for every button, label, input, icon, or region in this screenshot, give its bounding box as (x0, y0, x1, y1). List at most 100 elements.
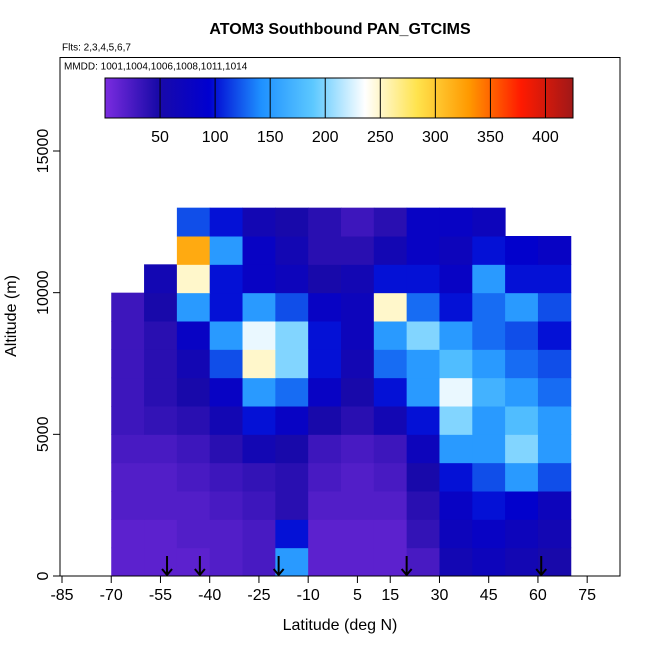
x-tick-label: -85 (50, 587, 73, 604)
heat-cell (308, 519, 342, 549)
heat-cell (111, 491, 145, 520)
heat-cell (275, 491, 309, 520)
subtitle: Flts: 2,3,4,5,6,7 (62, 43, 131, 54)
heat-cell (144, 349, 178, 379)
heat-cell (308, 264, 342, 294)
colorbar-tick-label: 100 (202, 129, 229, 146)
heat-cell (111, 462, 145, 492)
heat-cell (406, 207, 440, 237)
heat-cell (242, 462, 276, 492)
heat-cell (176, 264, 211, 294)
heat-cell (505, 406, 539, 435)
heat-cell (176, 349, 211, 379)
heat-cell (242, 236, 276, 265)
heat-cell (341, 491, 375, 520)
heat-cell (505, 377, 539, 407)
heat-cell (111, 349, 145, 379)
heat-cell (406, 264, 440, 294)
heat-cell (341, 519, 375, 549)
arrow-head (400, 568, 413, 577)
heat-cell (505, 547, 539, 577)
heat-cell (341, 321, 375, 350)
arrow-marker (161, 556, 173, 577)
heat-cell (373, 236, 408, 265)
heat-cell (439, 434, 473, 464)
heat-cell (308, 377, 342, 407)
heat-cell (111, 547, 145, 577)
heat-cell (242, 547, 276, 577)
heat-cell (209, 292, 244, 322)
heat-cell (439, 349, 473, 379)
colorbar-tick-label: 150 (257, 129, 284, 146)
heat-cell (242, 321, 276, 350)
heat-cell (144, 377, 178, 407)
heat-cell (308, 292, 342, 322)
heat-cell (472, 519, 506, 549)
heat-cell (242, 491, 276, 520)
heat-cell (505, 236, 539, 265)
arrow-head (535, 568, 547, 577)
heat-cell (472, 321, 506, 350)
heat-cell (373, 491, 408, 520)
x-tick-label: -55 (149, 587, 172, 604)
heat-cell (209, 377, 244, 407)
heat-cell (406, 321, 440, 350)
y-axis-label: Altitude (m) (3, 275, 20, 357)
heat-cell (406, 349, 440, 379)
heat-cell (176, 434, 211, 464)
heat-cell (176, 519, 211, 549)
heat-cell (537, 292, 572, 322)
heat-cell (111, 406, 145, 435)
heat-cell (472, 491, 506, 520)
heat-cell (373, 547, 408, 577)
heat-cell (308, 406, 342, 435)
arrow-marker (272, 556, 285, 577)
heat-cell (505, 292, 539, 322)
heat-cell (242, 207, 276, 237)
x-tick-label: 45 (480, 587, 498, 604)
heat-cell (373, 292, 408, 322)
heat-cell (373, 406, 408, 435)
heat-cell (144, 491, 178, 520)
annotation: MMDD: 1001,1004,1006,1008,1011,1014 (64, 62, 248, 73)
heat-cell (144, 462, 178, 492)
heat-cell (275, 236, 309, 265)
heat-cell (439, 462, 473, 492)
heat-cell (373, 207, 408, 237)
heat-cell (406, 406, 440, 435)
heat-cell (537, 321, 572, 350)
y-tick-label: 10000 (35, 270, 52, 315)
x-tick-label: -10 (297, 587, 320, 604)
colorbar-tick-label: 250 (367, 129, 394, 146)
heat-cell (505, 434, 539, 464)
plot-frame (59, 57, 621, 577)
arrow-head (272, 568, 285, 577)
heat-cell (275, 321, 309, 350)
heat-cell (537, 349, 572, 379)
heat-cell (406, 519, 440, 549)
heat-cell (373, 519, 408, 549)
heat-cell (341, 377, 375, 407)
heat-cell (505, 519, 539, 549)
colorbar-tick-label: 400 (532, 129, 559, 146)
heat-cell (373, 377, 408, 407)
heat-cell (406, 434, 440, 464)
heat-cell (505, 349, 539, 379)
heat-cell (308, 236, 342, 265)
heat-cell (275, 207, 309, 237)
heat-cell (472, 236, 506, 265)
heat-cell (144, 264, 178, 294)
heat-cell (505, 264, 539, 294)
colorbar-tick-label: 200 (312, 129, 339, 146)
heat-cell (144, 547, 178, 577)
heat-cell (176, 377, 211, 407)
x-axis-label: Latitude (deg N) (283, 617, 398, 634)
heat-cell (537, 377, 572, 407)
chart-title: ATOM3 Southbound PAN_GTCIMS (209, 21, 471, 38)
heat-cell (472, 264, 506, 294)
y-tick-label: 5000 (35, 416, 52, 452)
colorbar (104, 77, 574, 119)
heat-cell (275, 434, 309, 464)
colorbar-tick-label: 300 (422, 129, 449, 146)
heat-cell (472, 377, 506, 407)
